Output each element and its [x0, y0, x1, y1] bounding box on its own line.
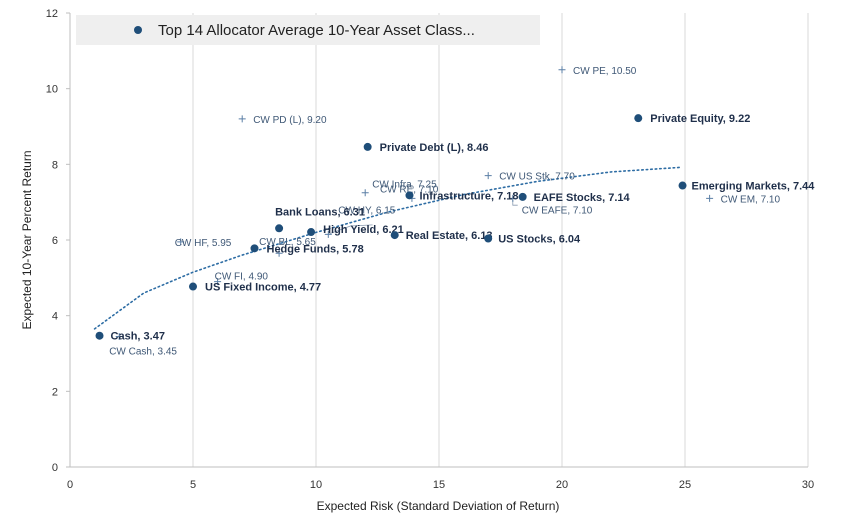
cw-marker-cw-hf	[177, 238, 185, 246]
legend-background	[76, 15, 540, 45]
allocator-label-private-debt-l: Private Debt (L), 8.46	[380, 142, 489, 154]
allocator-label-bank-loans: Bank Loans, 6.31	[275, 206, 365, 218]
trendline-path	[93, 166, 681, 330]
allocator-marker-real-estate	[390, 231, 399, 240]
allocator-label-eafe-stocks: EAFE Stocks, 7.14	[534, 192, 631, 204]
leader-line-cw-hy	[328, 224, 373, 235]
x-tick-label-5: 5	[190, 479, 196, 491]
y-tick-label-8: 8	[52, 159, 58, 171]
allocator-series: Cash, 3.47 US Fixed Income, 4.77 Hedge Fun…	[95, 113, 816, 343]
cw-label-cw-cash: CW Cash, 3.45	[109, 346, 177, 357]
allocator-marker-us-fixed-income	[189, 282, 197, 291]
allocator-marker-hedge-funds	[250, 244, 259, 253]
cw-marker-cw-pd-l	[238, 115, 246, 123]
cw-marker-cw-infra	[361, 189, 369, 197]
cw-label-cw-us-stk: CW US Stk, 7.70	[499, 172, 575, 183]
y-tick-label-0: 0	[52, 462, 58, 474]
x-tick-label-15: 15	[433, 479, 445, 491]
x-tick-label-25: 25	[679, 479, 691, 491]
x-axis-title: Expected Risk (Standard Deviation of Ret…	[317, 499, 560, 513]
allocator-marker-private-equity	[634, 114, 643, 123]
y-tick-label-2: 2	[52, 386, 58, 398]
cw-label-cw-bl: CW BL, 5.65	[259, 237, 316, 248]
cw-label-cw-hf: CW HF, 5.95	[175, 238, 232, 249]
cw-label-cw-infra: CW Infra, 7.25	[372, 180, 437, 191]
allocator-marker-us-stocks	[484, 234, 493, 243]
allocator-marker-bank-loans	[275, 224, 284, 233]
cw-label-cw-pd-l: CW PD (L), 9.20	[253, 115, 327, 126]
x-tick-label-10: 10	[310, 479, 322, 491]
legend-entry: Top 14 Allocator Average 10-Year Asset C…	[158, 22, 475, 39]
cw-label-cw-em: CW EM, 7.10	[721, 194, 781, 205]
cw-marker-cw-us-stk	[484, 172, 492, 180]
cw-label-cw-hy: CW HY, 6.15	[338, 205, 395, 216]
x-tick-label-30: 30	[802, 479, 814, 491]
cw-marker-cw-pe	[558, 66, 566, 74]
trendline	[93, 166, 681, 330]
cw-label-cw-fi: CW FI, 4.90	[215, 272, 269, 283]
allocator-marker-private-debt-l	[363, 142, 372, 151]
y-tick-label-4: 4	[52, 311, 58, 323]
allocator-marker-cash	[95, 331, 104, 340]
allocator-label-infrastructure: Infrastructure, 7.18	[419, 190, 518, 202]
allocator-marker-infrastructure	[405, 191, 414, 200]
cw-marker-cw-fi	[214, 278, 222, 286]
cw-marker-cw-eafe	[509, 194, 517, 202]
legend-marker	[134, 26, 142, 34]
axes: 0 5 10 15 20 25 30 0 2 4 6 8 10 12	[46, 8, 814, 491]
cw-marker-cw-hy	[324, 230, 332, 238]
allocator-marker-eafe-stocks	[518, 192, 527, 201]
allocator-marker-high-yield	[307, 228, 316, 237]
cw-label-cw-pe: CW PE, 10.50	[573, 66, 637, 77]
allocator-marker-emerging-markets	[678, 181, 687, 190]
cw-marker-cw-bl	[275, 249, 283, 257]
y-tick-label-6: 6	[52, 235, 58, 247]
allocator-label-hedge-funds: Hedge Funds, 5.78	[267, 243, 364, 255]
allocator-label-private-equity: Private Equity, 9.22	[650, 113, 750, 125]
grid-lines	[192, 13, 809, 467]
allocator-label-us-stocks: US Stocks, 6.04	[498, 233, 581, 245]
y-axis-title: Expected 10-Year Percent Return	[20, 151, 34, 330]
allocator-label-real-estate: Real Estate, 6.13	[406, 230, 493, 242]
allocator-label-emerging-markets: Emerging Markets, 7.44	[692, 181, 816, 193]
allocator-label-us-fixed-income: US Fixed Income, 4.77	[205, 282, 321, 294]
cw-series: CW Cash, 3.45 CW FI, 4.90 CW HF, 5.95 CW BL…	[109, 66, 780, 358]
allocator-label-cash: Cash, 3.47	[111, 331, 165, 343]
y-tick-label-12: 12	[46, 8, 58, 20]
cw-marker-cw-cash	[115, 332, 123, 340]
allocator-label-high-yield: High Yield, 6.21	[323, 224, 404, 236]
legend: Top 14 Allocator Average 10-Year Asset C…	[76, 15, 540, 45]
cw-label-cw-eafe: CW EAFE, 7.10	[522, 205, 593, 216]
x-tick-label-20: 20	[556, 479, 568, 491]
y-tick-label-10: 10	[46, 84, 58, 96]
cw-label-cw-re: CW RE, 7.10	[380, 184, 439, 195]
cw-marker-cw-em	[706, 194, 714, 202]
x-tick-label-0: 0	[67, 479, 73, 491]
